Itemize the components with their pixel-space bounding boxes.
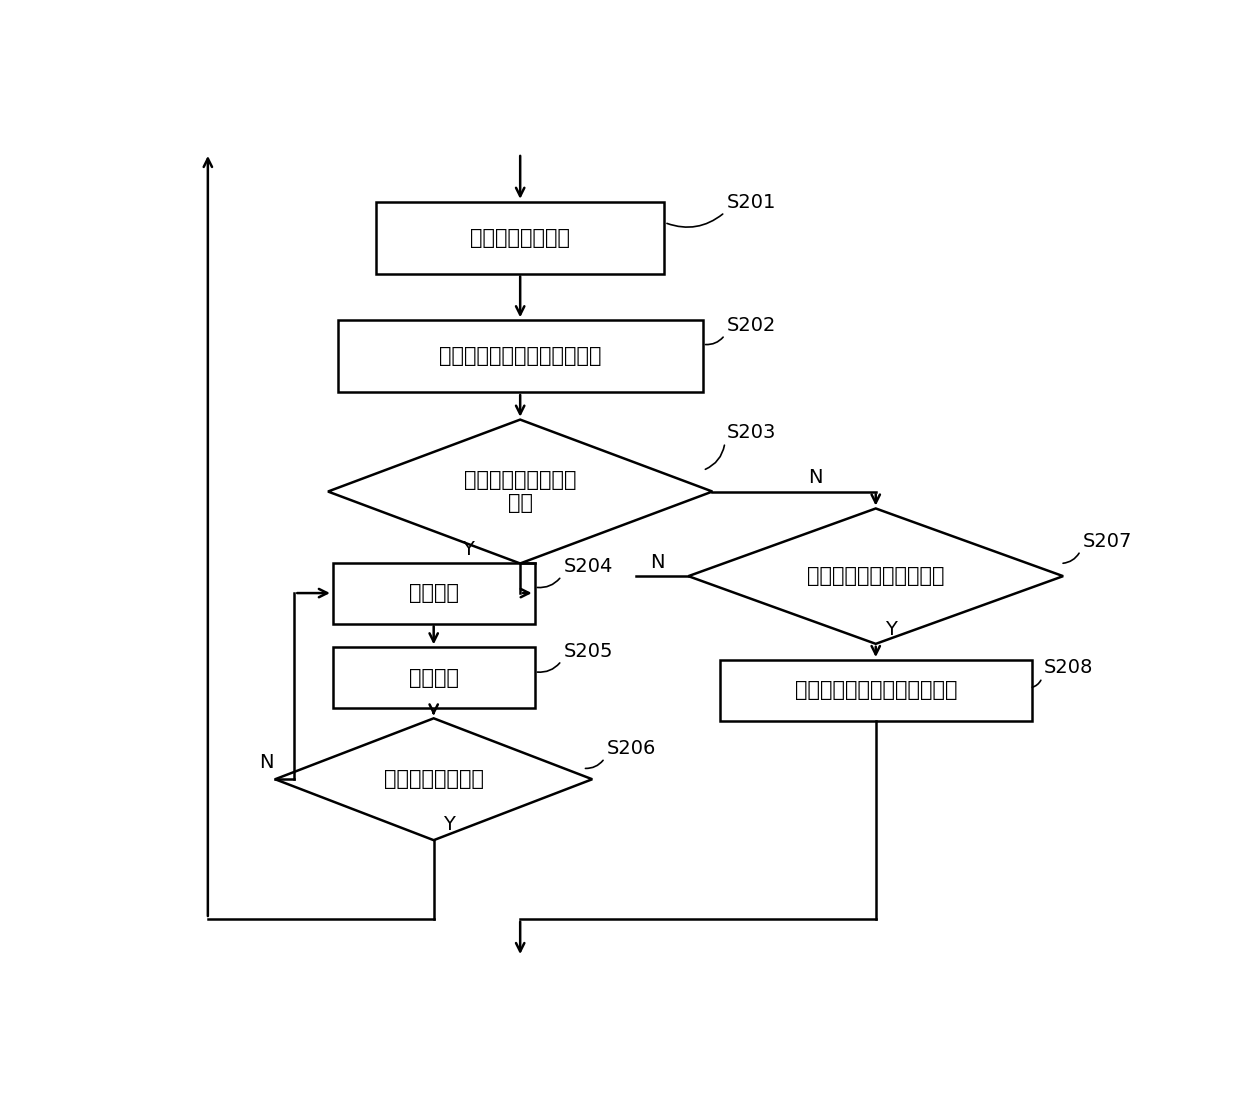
- Text: N: N: [650, 553, 665, 571]
- Text: S202: S202: [727, 315, 776, 335]
- Polygon shape: [275, 719, 593, 840]
- Polygon shape: [688, 509, 1063, 644]
- Text: S208: S208: [1044, 658, 1094, 677]
- Bar: [332, 647, 534, 708]
- Text: 判断所述数据是否为键值: 判断所述数据是否为键值: [807, 566, 945, 586]
- Text: Y: Y: [444, 815, 455, 834]
- Text: 当检测到触发命令后获取数据: 当检测到触发命令后获取数据: [439, 346, 601, 366]
- Polygon shape: [327, 420, 713, 564]
- Bar: [332, 563, 534, 623]
- Text: 验证所述数据是否为
密钥: 验证所述数据是否为 密钥: [464, 470, 577, 513]
- Text: 读取键值: 读取键值: [409, 584, 459, 603]
- Text: N: N: [259, 753, 273, 773]
- Text: 定时检测触发命令: 定时检测触发命令: [470, 227, 570, 247]
- Text: Y: Y: [885, 621, 898, 640]
- Text: 存储键值: 存储键值: [409, 668, 459, 688]
- Text: N: N: [808, 468, 823, 487]
- Text: S207: S207: [1083, 532, 1132, 551]
- Text: S205: S205: [563, 642, 613, 660]
- Text: S201: S201: [727, 193, 776, 212]
- Text: Y: Y: [463, 540, 475, 559]
- Bar: [376, 202, 665, 274]
- Text: 判断读取是否完成: 判断读取是否完成: [383, 769, 484, 789]
- Bar: [719, 659, 1032, 721]
- Text: S206: S206: [606, 739, 656, 758]
- Bar: [337, 320, 703, 392]
- Text: S203: S203: [727, 423, 776, 442]
- Text: 执行所述键值对应的按键指令: 执行所述键值对应的按键指令: [795, 680, 957, 700]
- Text: S204: S204: [563, 557, 613, 576]
